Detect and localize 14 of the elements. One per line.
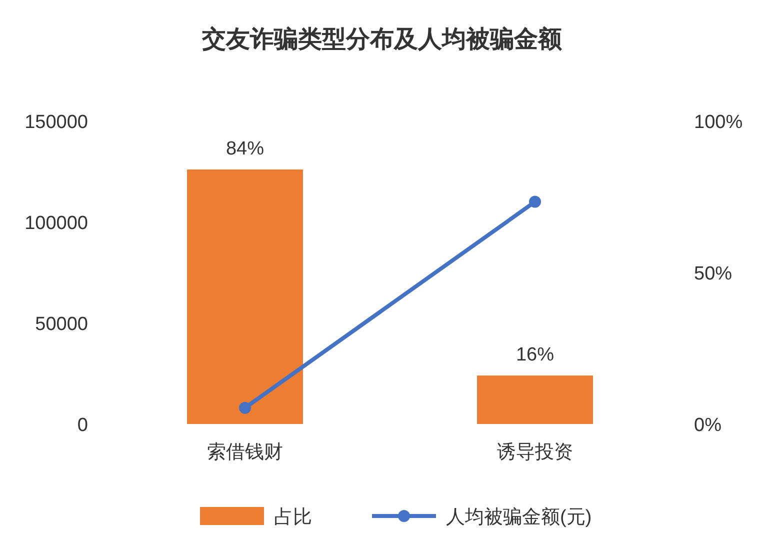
y-tick-label: 0 xyxy=(77,415,88,436)
y2-tick-label: 100% xyxy=(694,112,743,133)
y-tick-label: 100000 xyxy=(24,213,88,234)
data-label: 16% xyxy=(516,344,554,366)
y2-tick-label: 50% xyxy=(694,264,732,284)
legend-label: 占比 xyxy=(274,507,312,528)
y2-tick-label: 0% xyxy=(694,415,722,436)
legend-label: 人均被骗金额(元) xyxy=(446,506,592,528)
x-tick-label: 索借钱财 xyxy=(207,442,283,463)
y-tick-label: 150000 xyxy=(24,112,88,133)
chart-title: 交友诈骗类型分布及人均被骗金额 xyxy=(201,26,563,53)
y-tick-label: 50000 xyxy=(35,314,88,335)
x-tick-label: 诱导投资 xyxy=(497,442,573,463)
data-label: 84% xyxy=(226,138,264,160)
